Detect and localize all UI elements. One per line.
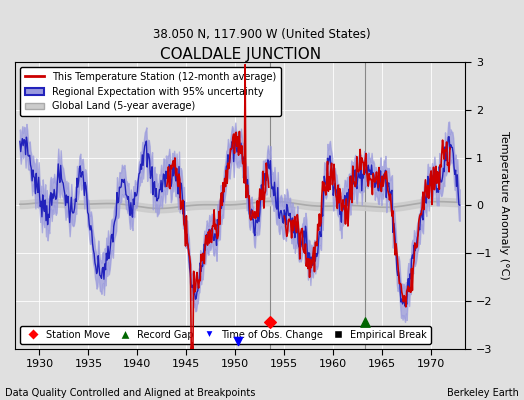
Point [361, 319, 369, 326]
Legend: Station Move, Record Gap, Time of Obs. Change, Empirical Break: Station Move, Record Gap, Time of Obs. C… [20, 326, 431, 344]
Text: 38.050 N, 117.900 W (United States): 38.050 N, 117.900 W (United States) [153, 28, 371, 41]
Y-axis label: Temperature Anomaly (°C): Temperature Anomaly (°C) [499, 131, 509, 280]
Title: COALDALE JUNCTION: COALDALE JUNCTION [160, 47, 321, 62]
Point [234, 338, 243, 345]
Point [265, 319, 274, 326]
Text: Data Quality Controlled and Aligned at Breakpoints: Data Quality Controlled and Aligned at B… [5, 388, 256, 398]
Text: Berkeley Earth: Berkeley Earth [447, 388, 519, 398]
